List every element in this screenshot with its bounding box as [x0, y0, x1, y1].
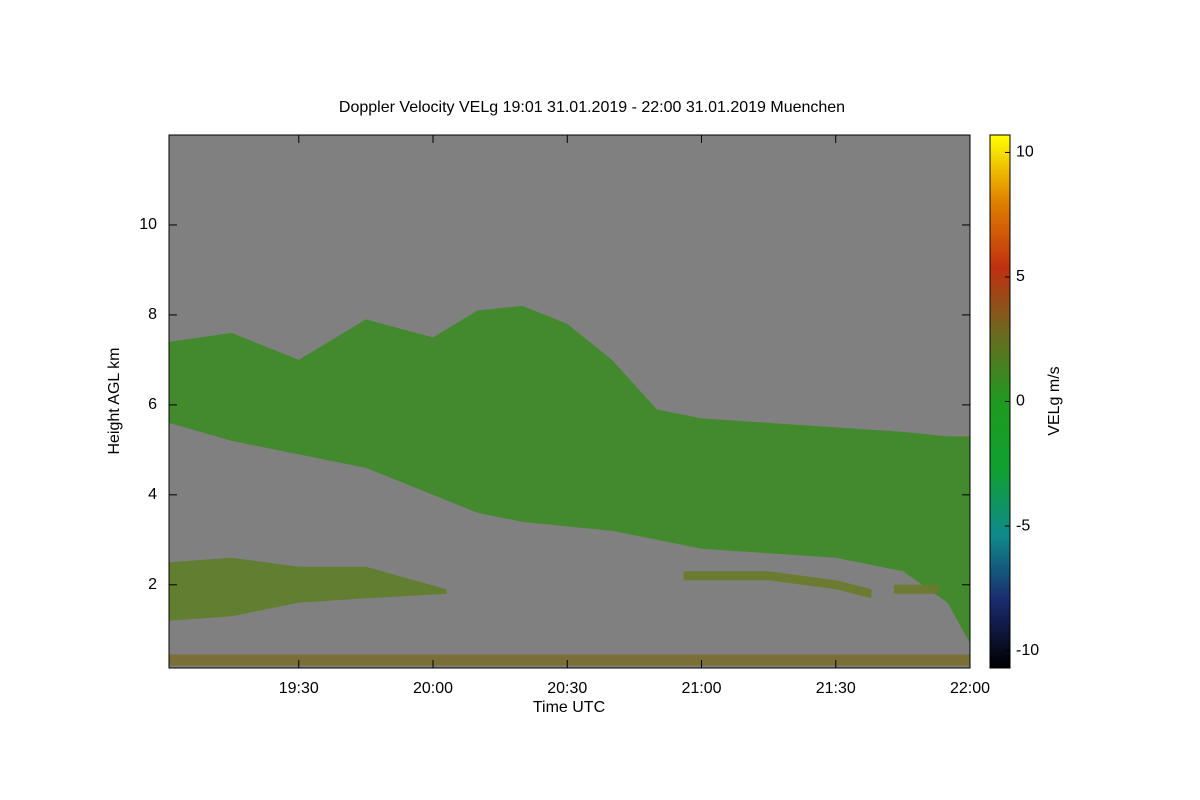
chart-title: Doppler Velocity VELg 19:01 31.01.2019 -… [339, 99, 845, 116]
y-tick-label: 6 [148, 396, 157, 413]
y-tick-label: 8 [148, 306, 157, 323]
colorbar-tick-label: -10 [1016, 642, 1039, 659]
y-tick-label: 4 [148, 486, 157, 503]
x-axis-label: Time UTC [533, 699, 605, 716]
x-tick-label: 19:30 [279, 680, 319, 697]
x-tick-label: 20:00 [413, 680, 453, 697]
colorbar-tick-label: 10 [1016, 144, 1034, 161]
echo-region [169, 305, 970, 644]
colorbar-tick-label: 5 [1016, 268, 1025, 285]
y-tick-label: 10 [139, 216, 157, 233]
x-tick-label: 21:30 [816, 680, 856, 697]
y-axis-label: Height AGL km [106, 347, 123, 454]
echo-region [169, 557, 447, 621]
plot-frame [168, 134, 971, 669]
echo-region [169, 654, 970, 666]
colorbar-label: VELg m/s [1046, 366, 1063, 435]
echo-region [683, 571, 872, 599]
y-tick-label: 2 [148, 576, 157, 593]
echo-region [893, 584, 939, 594]
colorbar-tick-label: -5 [1016, 517, 1030, 534]
x-tick-label: 22:00 [950, 680, 990, 697]
x-tick-label: 20:30 [547, 680, 587, 697]
x-tick-label: 21:00 [681, 680, 721, 697]
colorbar-tick-label: 0 [1016, 393, 1025, 410]
